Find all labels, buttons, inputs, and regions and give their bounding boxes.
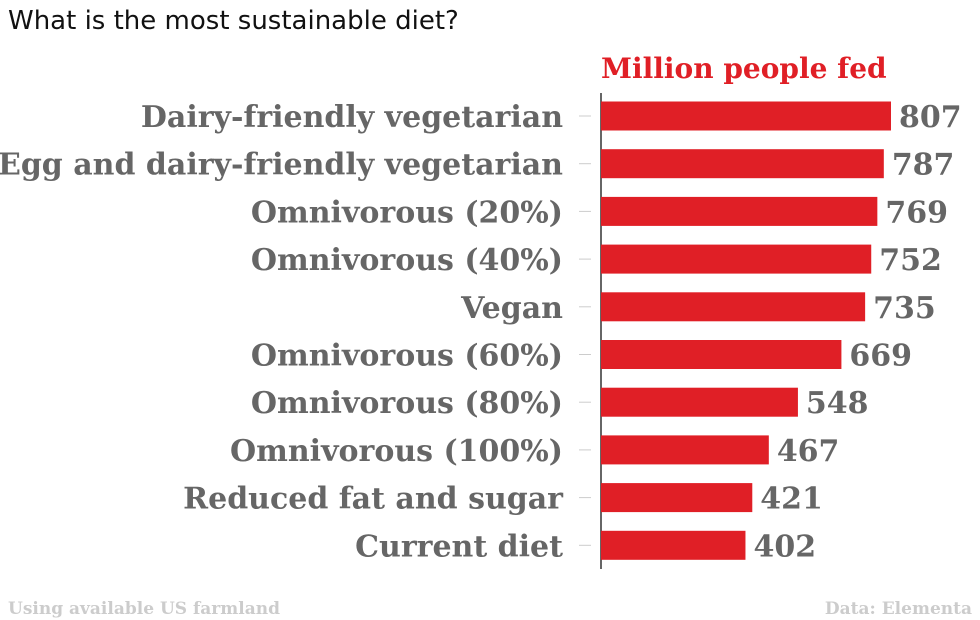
bars-layer: Dairy-friendly vegetarian 807 Egg and dair… [0,100,962,564]
bar [601,101,891,131]
value-label: 735 [873,291,936,326]
series-title: Million people fed [601,52,887,85]
category-label: Omnivorous (60%) [251,339,563,374]
value-label: 787 [892,148,955,183]
bar [601,530,746,560]
bar [601,387,798,417]
bar [601,244,872,274]
category-label: Current diet [355,529,563,564]
data-source: Data: Elementa [825,599,972,619]
value-label: 548 [806,386,869,421]
bar [601,483,753,513]
category-label: Omnivorous (40%) [251,243,563,278]
bar [601,149,884,179]
bar [601,196,878,226]
value-label: 467 [777,434,840,469]
category-label: Reduced fat and sugar [183,482,564,517]
chart-title: What is the most sustainable diet? [8,6,459,36]
bar [601,340,842,369]
category-label: Omnivorous (80%) [251,386,563,421]
category-label: Omnivorous (20%) [251,195,563,230]
category-label: Dairy-friendly vegetarian [141,100,563,135]
category-label: Egg and dairy-friendly vegetarian [0,148,563,183]
value-label: 402 [753,529,816,564]
category-label: Omnivorous (100%) [230,434,563,469]
value-label: 752 [879,243,942,278]
value-label: 807 [899,100,962,135]
value-label: 769 [885,195,948,230]
bar [601,292,866,322]
value-label: 421 [760,482,823,517]
category-label: Vegan [460,291,563,326]
bar [601,435,769,465]
footer-note: Using available US farmland [8,599,280,619]
value-label: 669 [849,339,912,374]
